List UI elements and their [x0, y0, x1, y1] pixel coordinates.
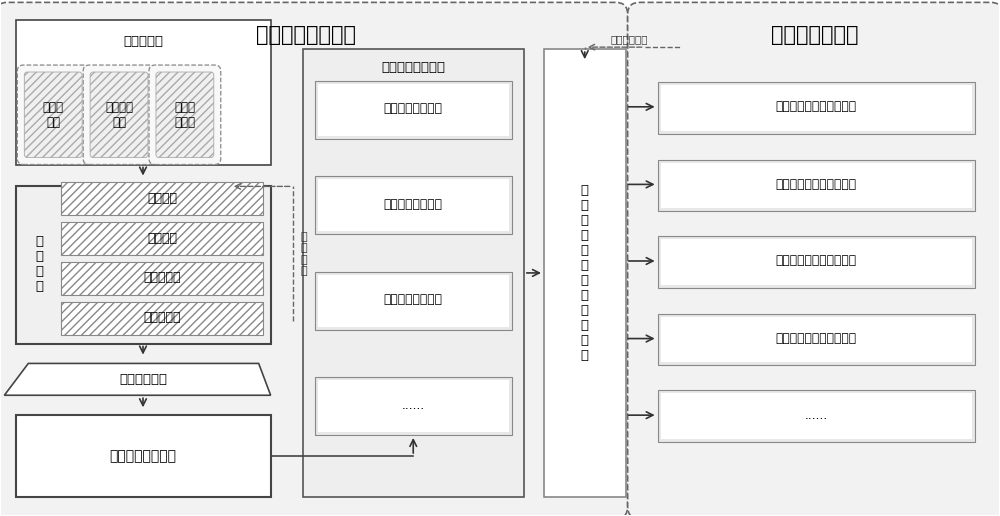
FancyBboxPatch shape: [318, 84, 509, 136]
Text: 活动任务识别与知识发现: 活动任务识别与知识发现: [776, 332, 857, 345]
Text: 结
果
反
馈: 结 果 反 馈: [300, 232, 307, 277]
Text: 目标行为特征构建: 目标行为特征构建: [109, 449, 176, 463]
Text: 目标类型识别与知识发现: 目标类型识别与知识发现: [776, 100, 857, 114]
FancyBboxPatch shape: [16, 20, 271, 165]
Text: 目标要素关联: 目标要素关联: [119, 373, 167, 386]
FancyBboxPatch shape: [658, 390, 975, 442]
Text: 目标时间规律挖掘: 目标时间规律挖掘: [384, 102, 443, 115]
Text: 历史行为知识学习: 历史行为知识学习: [256, 25, 356, 45]
Text: 结构化抽取: 结构化抽取: [143, 311, 181, 324]
FancyBboxPatch shape: [661, 317, 972, 362]
Text: 基
于
历
史
行
为
规
律
识
别
模
型: 基 于 历 史 行 为 规 律 识 别 模 型: [581, 184, 589, 362]
FancyBboxPatch shape: [315, 377, 512, 435]
Text: 目标属性识别与知识发现: 目标属性识别与知识发现: [776, 178, 857, 191]
Text: 数据去重: 数据去重: [147, 192, 177, 205]
Text: 非结构化
数据: 非结构化 数据: [105, 101, 133, 129]
Text: 目标行为规律分析: 目标行为规律分析: [381, 60, 445, 74]
Text: 应用效果反馈: 应用效果反馈: [611, 34, 648, 44]
FancyBboxPatch shape: [90, 72, 148, 157]
FancyBboxPatch shape: [83, 65, 155, 165]
FancyBboxPatch shape: [17, 65, 89, 165]
FancyBboxPatch shape: [658, 314, 975, 365]
FancyBboxPatch shape: [16, 415, 271, 497]
FancyBboxPatch shape: [61, 222, 263, 255]
Text: 基础知
识信息: 基础知 识信息: [174, 101, 195, 129]
Text: 目标航迹规律挖掘: 目标航迹规律挖掘: [384, 198, 443, 211]
FancyBboxPatch shape: [658, 82, 975, 134]
Polygon shape: [4, 363, 271, 395]
FancyBboxPatch shape: [156, 72, 214, 157]
FancyBboxPatch shape: [318, 180, 509, 231]
Text: 目标阵位规律挖掘: 目标阵位规律挖掘: [384, 293, 443, 307]
FancyBboxPatch shape: [303, 49, 524, 497]
FancyBboxPatch shape: [24, 72, 82, 157]
FancyBboxPatch shape: [0, 3, 628, 516]
FancyBboxPatch shape: [61, 262, 263, 295]
FancyBboxPatch shape: [61, 302, 263, 334]
FancyBboxPatch shape: [661, 239, 972, 285]
Text: ......: ......: [402, 399, 425, 412]
Text: 目标状态识别与知识发现: 目标状态识别与知识发现: [776, 254, 857, 267]
FancyBboxPatch shape: [318, 380, 509, 432]
FancyBboxPatch shape: [658, 159, 975, 211]
Text: ......: ......: [804, 409, 828, 422]
Text: 野值剔除: 野值剔除: [147, 232, 177, 245]
FancyBboxPatch shape: [628, 3, 1000, 516]
Text: 知识应用与发现: 知识应用与发现: [771, 25, 859, 45]
FancyBboxPatch shape: [318, 275, 509, 327]
FancyBboxPatch shape: [315, 81, 512, 139]
Text: 别名归一化: 别名归一化: [143, 271, 181, 284]
FancyBboxPatch shape: [661, 163, 972, 208]
FancyBboxPatch shape: [661, 85, 972, 131]
FancyBboxPatch shape: [16, 186, 271, 344]
FancyBboxPatch shape: [61, 183, 263, 215]
FancyBboxPatch shape: [544, 49, 626, 497]
Text: 结构化
数据: 结构化 数据: [43, 101, 64, 129]
Text: 目标数据源: 目标数据源: [123, 35, 163, 47]
Text: 数
据
清
洗: 数 据 清 洗: [35, 235, 43, 293]
FancyBboxPatch shape: [149, 65, 221, 165]
FancyBboxPatch shape: [315, 272, 512, 330]
FancyBboxPatch shape: [661, 393, 972, 439]
FancyBboxPatch shape: [315, 176, 512, 234]
FancyBboxPatch shape: [658, 236, 975, 288]
